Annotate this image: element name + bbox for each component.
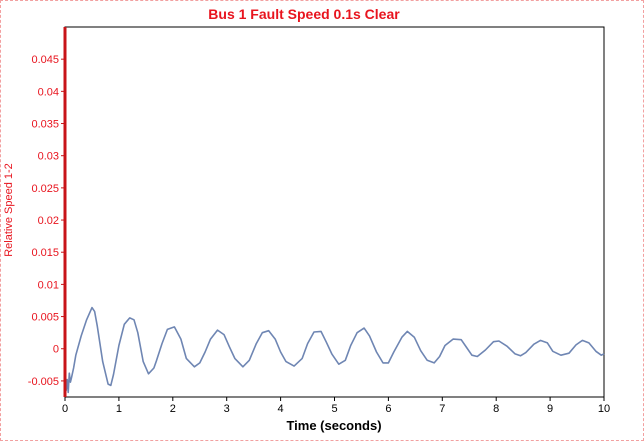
y-axis-ticks: -0.005 0 0.005 0.01 0.015 0.02 0.025 0.03 0.035 0… xyxy=(28,54,65,388)
x-tick-label: 4 xyxy=(278,403,284,415)
x-tick-label: 8 xyxy=(493,403,499,415)
x-axis-label: Time (seconds) xyxy=(286,418,381,433)
y-tick-label: 0.01 xyxy=(38,279,59,291)
y-tick-label: 0.02 xyxy=(38,215,59,227)
x-tick-label: 7 xyxy=(439,403,445,415)
x-tick-label: 0 xyxy=(62,403,68,415)
x-tick-label: 6 xyxy=(385,403,391,415)
y-tick-label: 0.015 xyxy=(31,247,59,259)
y-tick-label: 0.005 xyxy=(31,312,59,324)
series-line xyxy=(64,306,605,394)
y-tick-label: 0.045 xyxy=(31,54,59,66)
y-tick-label: 0.03 xyxy=(38,151,59,163)
chart-title: Bus 1 Fault Speed 0.1s Clear xyxy=(208,6,400,22)
y-tick-label: 0.025 xyxy=(31,183,59,195)
x-tick-label: 5 xyxy=(331,403,337,415)
y-tick-label: 0.04 xyxy=(38,86,59,98)
series-layer xyxy=(64,306,605,394)
y-tick-label: 0.035 xyxy=(31,119,59,131)
x-tick-label: 9 xyxy=(547,403,553,415)
x-tick-label: 1 xyxy=(116,403,122,415)
plot-area xyxy=(64,26,605,398)
x-tick-label: 3 xyxy=(224,403,230,415)
x-tick-label: 10 xyxy=(598,403,610,415)
x-tick-label: 2 xyxy=(170,403,176,415)
y-tick-label: -0.005 xyxy=(28,376,59,388)
x-axis-ticks: 0 1 2 3 4 5 6 7 8 9 10 xyxy=(62,397,610,415)
y-axis-label: Relative Speed 1-2 xyxy=(3,163,15,257)
y-tick-label: 0 xyxy=(53,344,59,356)
